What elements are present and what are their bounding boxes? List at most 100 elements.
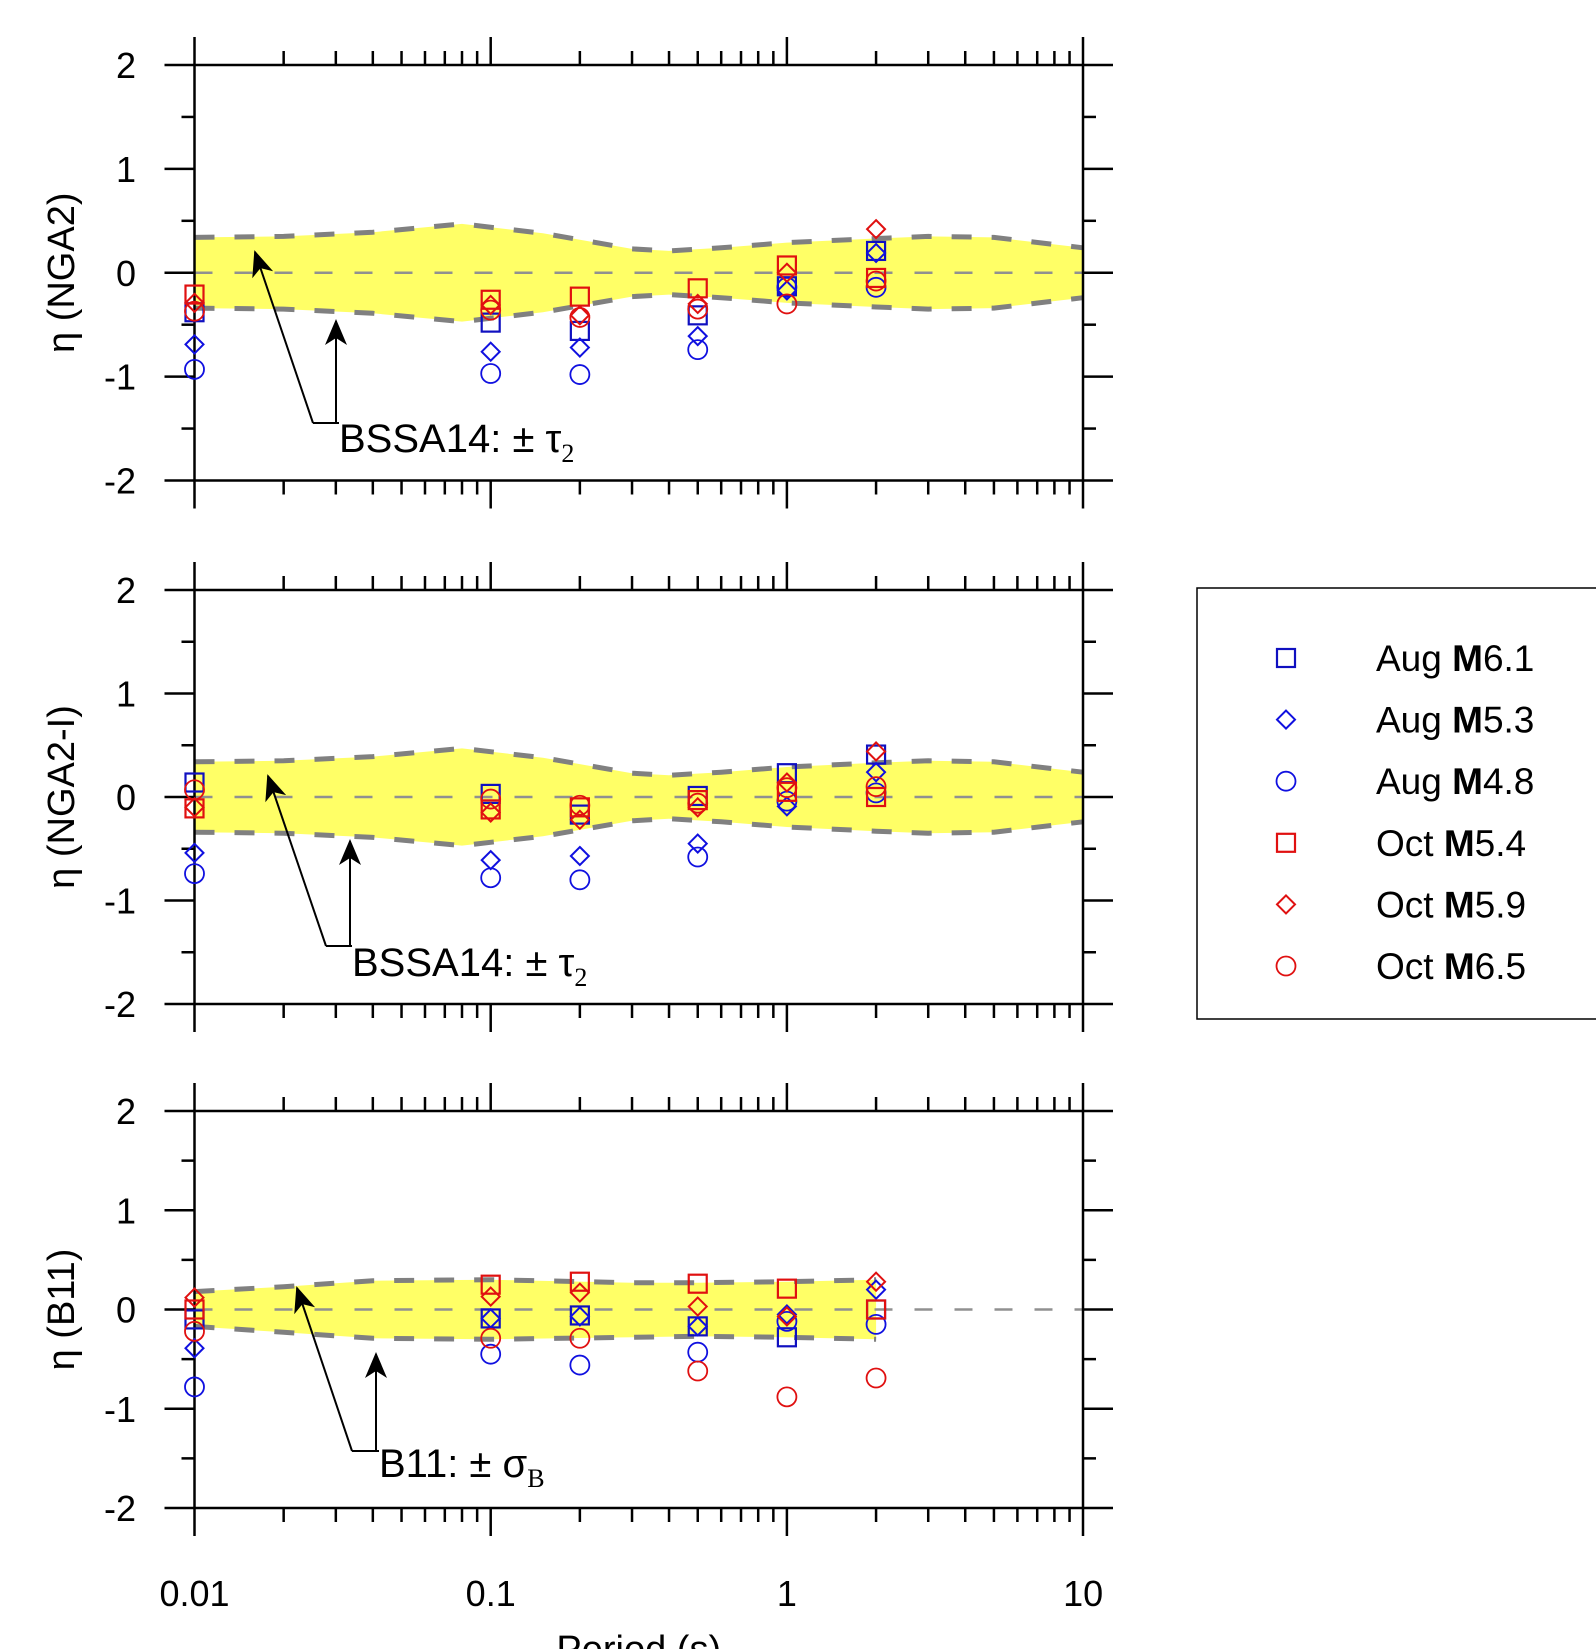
annotation-arrow [265, 774, 327, 947]
point-oct-m5-9 [776, 262, 798, 284]
y-tick-label: 0 [116, 1290, 136, 1331]
point-oct-m5-9 [865, 218, 887, 240]
x-tick-label: 0.01 [159, 1573, 229, 1614]
band-upper-edge [194, 745, 1084, 778]
point-aug-m5-3 [687, 325, 709, 347]
y-axis-label: η (NGA2) [41, 193, 83, 353]
point-oct-m5-9 [569, 809, 591, 831]
legend-label-magnitude: 5.9 [1475, 884, 1526, 925]
legend-label-month: Aug [1376, 761, 1452, 802]
point-oct-m6-5 [865, 270, 887, 292]
legend-marker-circle [1275, 770, 1297, 792]
legend-marker-diamond [1275, 893, 1297, 915]
point-oct-m5-4 [480, 799, 501, 820]
legend-box [1196, 587, 1596, 1020]
point-oct-m6-5 [569, 1327, 591, 1349]
point-oct-m6-5 [687, 1360, 709, 1382]
point-aug-m5-3 [865, 1279, 887, 1301]
point-aug-m4-8 [480, 363, 502, 384]
annotation-arrow [294, 1286, 353, 1452]
point-aug-m5-3 [184, 334, 205, 355]
point-oct-m5-4 [184, 1299, 205, 1320]
point-oct-m5-4 [480, 1274, 501, 1295]
band-annotation-subscript: 2 [561, 439, 574, 468]
legend-label-month: Oct [1376, 823, 1444, 864]
legend-label: Oct M5.9 [1376, 884, 1526, 925]
point-oct-m6-5 [687, 792, 709, 814]
point-oct-m5-4 [687, 1273, 708, 1294]
point-oct-m6-5 [184, 779, 205, 801]
legend-label-magnitude-symbol: M [1444, 823, 1475, 864]
point-aug-m5-3 [480, 849, 502, 871]
y-tick-label: 2 [116, 1091, 136, 1132]
point-oct-m5-9 [569, 1282, 591, 1304]
point-oct-m5-4 [184, 284, 205, 305]
point-oct-m6-5 [687, 298, 709, 320]
point-aug-m5-3 [184, 842, 205, 864]
point-aug-m5-3 [184, 1337, 205, 1359]
band-annotation-subscript: 2 [574, 963, 587, 992]
point-aug-m5-3 [569, 337, 591, 358]
legend-label: Aug M4.8 [1376, 761, 1534, 802]
y-tick-label: -2 [104, 461, 136, 502]
point-oct-m6-5 [569, 794, 591, 816]
legend-label: Oct M6.5 [1376, 946, 1526, 987]
annotation-arrow [252, 250, 314, 424]
point-aug-m5-3 [776, 795, 798, 817]
point-oct-m5-9 [184, 1287, 205, 1309]
legend-label-magnitude-symbol: M [1452, 700, 1483, 741]
point-aug-m4-8 [865, 1313, 887, 1335]
point-oct-m5-9 [865, 1271, 887, 1293]
legend-label-magnitude-symbol: M [1452, 761, 1483, 802]
point-aug-m5-3 [776, 279, 798, 301]
point-oct-m6-5 [184, 1320, 205, 1342]
y-tick-label: 1 [116, 149, 136, 190]
point-aug-m6-1 [865, 240, 887, 262]
point-aug-m5-3 [865, 761, 887, 783]
legend-label: Aug M5.3 [1376, 700, 1534, 741]
band-upper-edge [194, 1277, 877, 1295]
panel-1: 2 1 0 -1 -2 η (NGA2) BSSA14: ± τ2 [41, 37, 1113, 509]
legend-item: Oct M6.5 [1275, 946, 1526, 987]
point-aug-m6-1 [776, 1327, 798, 1348]
point-aug-m4-8 [480, 867, 502, 889]
legend-label-magnitude: 5.3 [1483, 700, 1534, 741]
point-oct-m5-4 [776, 255, 798, 276]
point-oct-m6-5 [480, 1327, 502, 1349]
point-oct-m6-5 [776, 1386, 798, 1408]
legend-marker-square [1275, 832, 1297, 853]
panel-2: 2 1 0 -1 -2 η (NGA2-I) BSSA14: ± τ2 [41, 562, 1113, 1032]
point-oct-m5-9 [480, 1286, 502, 1308]
point-aug-m6-1 [687, 305, 708, 326]
point-oct-m5-9 [184, 796, 205, 818]
legend-item: Aug M5.3 [1275, 700, 1534, 741]
band-annotation: BSSA14: ± τ2 [339, 417, 574, 468]
point-aug-m4-8 [480, 1343, 502, 1365]
y-tick-label: -2 [104, 984, 136, 1025]
band-annotation: BSSA14: ± τ2 [352, 941, 587, 992]
legend-label-magnitude: 6.5 [1475, 946, 1526, 987]
point-aug-m5-3 [776, 1304, 798, 1325]
point-oct-m6-5 [569, 307, 591, 328]
point-aug-m4-8 [569, 364, 591, 385]
point-oct-m5-4 [687, 278, 708, 299]
point-aug-m5-3 [569, 845, 591, 867]
point-oct-m6-5 [865, 776, 887, 798]
point-aug-m5-3 [480, 341, 502, 363]
legend-item: Aug M4.8 [1275, 761, 1534, 802]
point-aug-m5-3 [687, 833, 709, 854]
point-oct-m5-4 [865, 1299, 887, 1320]
y-tick-label: -1 [104, 881, 136, 922]
y-tick-label: 1 [116, 674, 136, 715]
point-oct-m5-9 [687, 796, 709, 818]
y-tick-label: -1 [104, 357, 136, 398]
point-aug-m4-8 [184, 1376, 205, 1398]
x-tick-label: 10 [1063, 1573, 1103, 1614]
legend-marker-square [1275, 647, 1297, 669]
point-oct-m6-5 [480, 299, 502, 321]
point-aug-m4-8 [184, 863, 205, 884]
band-annotation: B11: ± σB [379, 1442, 545, 1493]
point-aug-m5-3 [865, 242, 887, 264]
